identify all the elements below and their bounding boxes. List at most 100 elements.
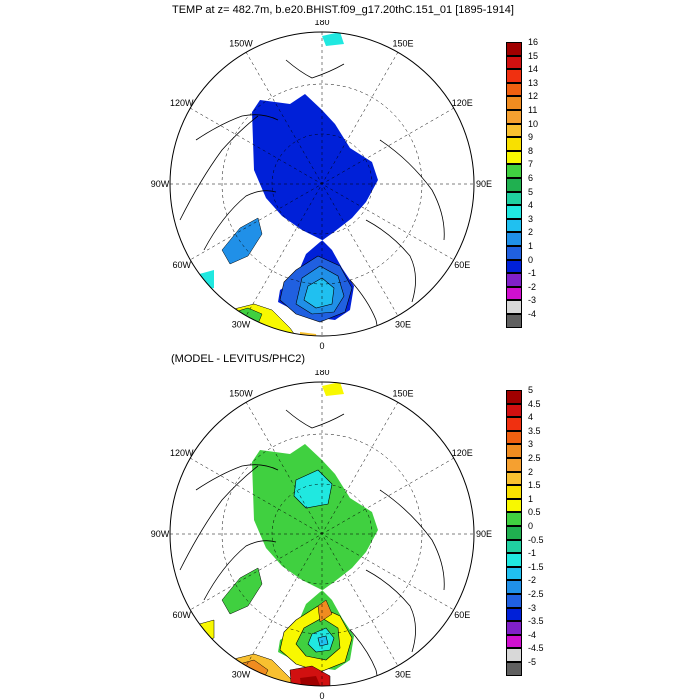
colorbar-swatch — [506, 607, 522, 622]
colorbar-swatch — [506, 526, 522, 540]
colorbar-label: 15 — [528, 50, 539, 61]
colorbar-label: -3.5 — [528, 616, 544, 627]
colorbar-swatch — [506, 471, 522, 486]
colorbar-label: 9 — [528, 132, 534, 143]
colorbar-label: -4 — [528, 629, 537, 640]
colorbar-swatch — [506, 232, 522, 246]
colorbar-label: -1.5 — [528, 561, 544, 572]
colorbar-swatch — [506, 69, 522, 83]
colorbar-label: 12 — [528, 91, 539, 102]
lon-label: 30E — [395, 669, 411, 679]
colorbar-label: 5 — [528, 186, 534, 197]
colorbar-swatch — [506, 123, 522, 138]
colorbar-swatch — [506, 498, 522, 513]
colorbar-label: 13 — [528, 77, 539, 88]
colorbar-swatch — [506, 403, 522, 418]
colorbar-swatch — [506, 417, 522, 431]
colorbar-label: 0 — [528, 254, 534, 265]
colorbar-label: -0.5 — [528, 534, 544, 545]
lon-label: 180 — [314, 20, 329, 27]
colorbar-swatch — [506, 444, 522, 458]
colorbar-label: 10 — [528, 118, 539, 129]
lon-label: 150E — [392, 389, 413, 399]
colorbar-label: 4 — [528, 412, 534, 423]
map-boundary — [169, 31, 475, 337]
colorbar-label: 7 — [528, 159, 534, 170]
colorbar-swatch — [506, 553, 522, 567]
colorbar-swatch — [506, 390, 522, 404]
colorbar-swatch — [506, 539, 522, 554]
colorbar-swatch — [506, 218, 522, 233]
lon-label: 90W — [151, 179, 170, 189]
colorbar-label: 16 — [528, 37, 539, 47]
polar-map-top: 180 150E 120E 90E 60E 30E 0 30W 60W 90W 120W 150W — [151, 20, 492, 350]
colorbar-swatch — [506, 55, 522, 70]
lon-label: 150W — [229, 389, 253, 399]
colorbar-label: -2 — [528, 281, 537, 292]
lon-label: 150E — [392, 39, 413, 49]
lon-label: 120E — [452, 98, 473, 108]
longitude-labels: 180 150E 120E 90E 60E 30E 0 30W 60W 90W 120W 150W — [151, 20, 492, 350]
lon-label: 150W — [229, 39, 253, 49]
diff-field-arctic-basin — [252, 444, 378, 670]
temp-field-baffin — [221, 217, 263, 265]
polar-map-bottom: 180 150E 120E 90E 60E 30E 0 30W 60W 90W 120W 150W — [151, 370, 492, 700]
graticule — [170, 382, 474, 686]
map-title-bottom: (MODEL - LEVITUS/PHC2) — [171, 353, 306, 365]
colorbar-label: 4 — [528, 200, 534, 211]
colorbar-label: 1.5 — [528, 480, 541, 491]
colorbar-label: -2 — [528, 575, 537, 586]
colorbar-swatch — [506, 286, 522, 301]
colorbar-label: -4 — [528, 309, 537, 319]
colorbar-swatch — [506, 430, 522, 445]
colorbar-label: 0 — [528, 521, 534, 531]
lon-label: 60W — [172, 260, 191, 270]
colorbar-swatch — [506, 566, 522, 581]
lon-label: 60E — [454, 260, 470, 270]
colorbar-swatch — [506, 662, 522, 676]
colorbar-swatch — [506, 82, 522, 97]
colorbar-label: -5 — [528, 657, 537, 667]
lon-label: 120E — [452, 448, 473, 458]
lon-label: 90E — [476, 179, 492, 189]
temp-field-arctic-basin — [252, 94, 378, 320]
lon-label: 30W — [232, 319, 251, 329]
lon-label: 30E — [395, 319, 411, 329]
colorbar-swatch — [506, 594, 522, 608]
colorbar-swatch — [506, 648, 522, 662]
colorbar-label: 1 — [528, 241, 534, 251]
graticule — [170, 32, 474, 336]
colorbar-swatch — [506, 42, 522, 56]
colorbar-label: 4.5 — [528, 398, 541, 409]
colorbar-label: 2 — [528, 227, 534, 238]
colorbar-swatch — [506, 580, 522, 594]
colorbar-swatch — [506, 246, 522, 260]
colorbar-label: 2.5 — [528, 453, 541, 463]
colorbar-label: -3 — [528, 602, 537, 613]
lon-label: 0 — [319, 691, 324, 700]
lon-label: 60E — [454, 610, 470, 620]
colorbar-swatch — [506, 634, 522, 649]
colorbar-swatch — [506, 191, 522, 206]
colorbar-swatch — [506, 512, 522, 526]
colorbar-label: 0.5 — [528, 507, 541, 518]
colorbar-swatch — [506, 137, 522, 151]
colorbar-swatch — [506, 150, 522, 165]
lon-label: 120W — [170, 448, 194, 458]
map-title-top: TEMP at z= 482.7m, b.e20.BHIST.f09_g17.2… — [172, 4, 514, 16]
colorbar-label: -1 — [528, 548, 537, 559]
colorbar-label: 3 — [528, 439, 534, 450]
colorbar-swatch — [506, 178, 522, 192]
colorbar-swatch — [506, 314, 522, 328]
lon-label: 90E — [476, 529, 492, 539]
colorbar-label: 5 — [528, 385, 534, 395]
colorbar-swatch — [506, 485, 522, 499]
lon-label: 120W — [170, 98, 194, 108]
colorbar-label: 6 — [528, 173, 534, 183]
colorbar-label: 3.5 — [528, 425, 541, 436]
colorbar-swatch — [506, 164, 522, 178]
colorbar-swatch — [506, 110, 522, 124]
lon-label: 180 — [314, 370, 329, 377]
colorbar-swatch — [506, 259, 522, 274]
colorbar-swatch — [506, 96, 522, 110]
